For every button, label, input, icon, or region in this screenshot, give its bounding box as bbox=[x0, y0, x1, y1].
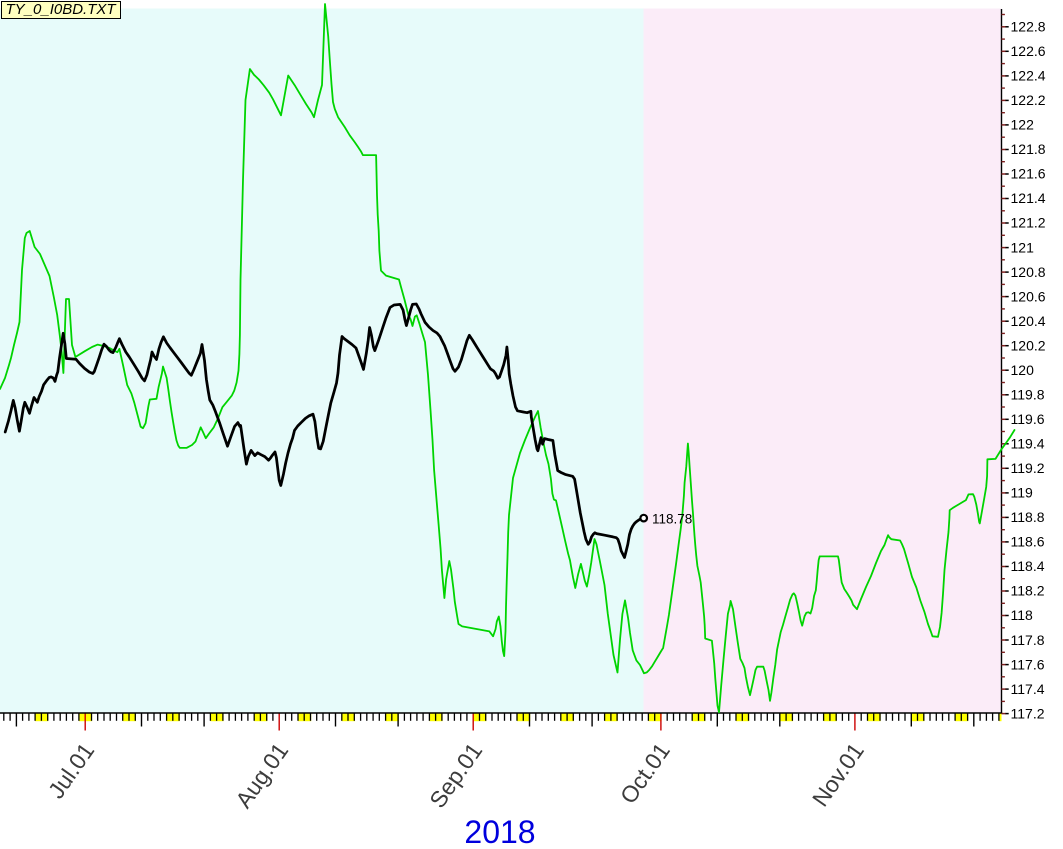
svg-text:118.2: 118.2 bbox=[1011, 583, 1045, 599]
svg-text:119: 119 bbox=[1011, 485, 1034, 501]
svg-text:119.8: 119.8 bbox=[1011, 387, 1045, 403]
svg-text:120.2: 120.2 bbox=[1011, 337, 1046, 353]
svg-text:117.2: 117.2 bbox=[1011, 705, 1045, 721]
svg-text:117.4: 117.4 bbox=[1011, 681, 1045, 697]
svg-text:121.6: 121.6 bbox=[1011, 166, 1046, 182]
svg-text:122.2: 122.2 bbox=[1011, 92, 1046, 108]
svg-text:119.2: 119.2 bbox=[1011, 460, 1045, 476]
svg-text:122.6: 122.6 bbox=[1011, 43, 1046, 59]
svg-text:119.4: 119.4 bbox=[1011, 436, 1045, 452]
svg-text:118.78: 118.78 bbox=[652, 512, 692, 527]
svg-text:121: 121 bbox=[1011, 239, 1035, 255]
svg-text:2018: 2018 bbox=[464, 814, 535, 849]
svg-text:120.8: 120.8 bbox=[1011, 264, 1046, 280]
svg-text:121.2: 121.2 bbox=[1011, 215, 1046, 231]
svg-text:122: 122 bbox=[1011, 117, 1035, 133]
svg-text:120.6: 120.6 bbox=[1011, 288, 1046, 304]
svg-text:118.8: 118.8 bbox=[1011, 509, 1045, 525]
svg-text:120: 120 bbox=[1011, 362, 1035, 378]
svg-text:121.8: 121.8 bbox=[1011, 141, 1046, 157]
svg-text:120.4: 120.4 bbox=[1011, 313, 1046, 329]
svg-text:121.4: 121.4 bbox=[1011, 190, 1046, 206]
svg-text:122.8: 122.8 bbox=[1011, 19, 1046, 35]
svg-text:117.6: 117.6 bbox=[1011, 656, 1045, 672]
svg-text:117.8: 117.8 bbox=[1011, 632, 1045, 648]
svg-text:122.4: 122.4 bbox=[1011, 68, 1046, 84]
svg-text:118.6: 118.6 bbox=[1011, 534, 1045, 550]
svg-text:118.4: 118.4 bbox=[1011, 558, 1045, 574]
svg-text:118: 118 bbox=[1011, 607, 1034, 623]
svg-text:119.6: 119.6 bbox=[1011, 411, 1045, 427]
